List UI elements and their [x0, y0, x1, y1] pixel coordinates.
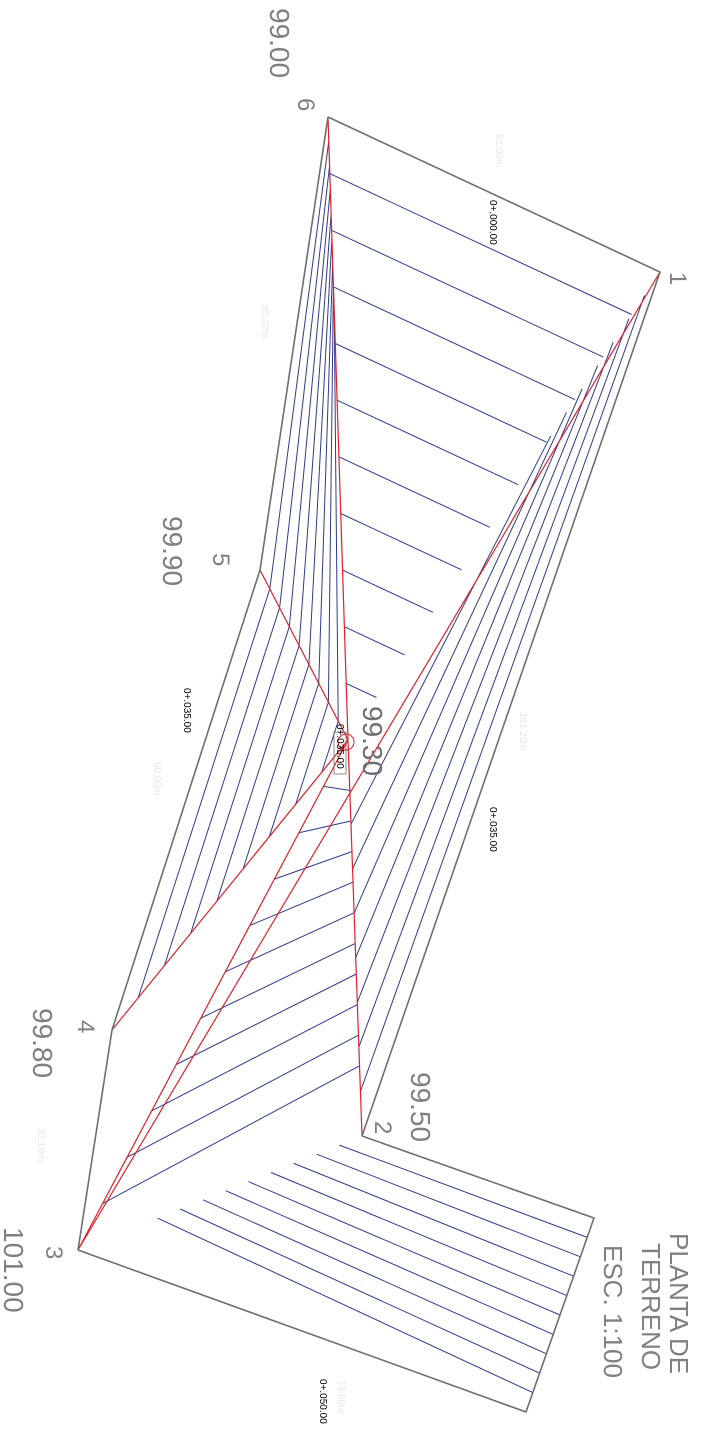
- contour-line: [353, 388, 583, 914]
- contour-line: [336, 399, 519, 486]
- contour-line: [293, 1162, 574, 1277]
- contour-line: [316, 1153, 581, 1258]
- contour-line: [339, 1144, 588, 1238]
- vertex-3-label: 3: [40, 1246, 67, 1259]
- divide-line: [259, 569, 349, 741]
- contour-line: [335, 343, 547, 443]
- contour-line: [345, 682, 377, 698]
- title-line-1: PLANTA DE: [664, 1233, 694, 1374]
- boundary-line: [77, 116, 329, 1251]
- drainage-lines: [77, 116, 661, 1251]
- contour-line: [333, 286, 576, 401]
- contour-line: [249, 881, 354, 926]
- chainage-3: 0+.050.00: [317, 1379, 328, 1424]
- contour-line: [358, 318, 630, 1048]
- contour-line: [151, 1004, 358, 1112]
- contour-line: [274, 851, 353, 880]
- distance-3: 101.20m: [517, 712, 528, 751]
- vertex-4-label: 4: [72, 1020, 99, 1033]
- contour-line: [331, 229, 604, 358]
- distance-2: 85.57m: [259, 305, 270, 338]
- title-line-2: TERRENO: [636, 1243, 666, 1370]
- parcel-boundary: [77, 116, 661, 1414]
- contour-line: [179, 1208, 540, 1374]
- divide-line: [77, 739, 349, 1251]
- distance-6: 73.00m: [335, 1380, 346, 1413]
- contour-line: [356, 342, 614, 1003]
- contour-line: [352, 412, 567, 869]
- contour-line: [175, 973, 357, 1065]
- contour-line: [242, 238, 333, 870]
- scale-label: ESC. 1:100: [598, 1245, 628, 1378]
- contour-line: [225, 912, 355, 973]
- elevation-4: 99.80: [27, 1008, 58, 1078]
- contour-line: [323, 785, 350, 791]
- contour-line: [248, 1181, 561, 1316]
- contour-line: [126, 1034, 359, 1158]
- elevation-5: 99.90: [157, 516, 188, 586]
- divide-line: [347, 739, 363, 1137]
- distance-1: 52.00m: [493, 134, 504, 167]
- contour-line: [102, 1065, 360, 1205]
- vertex-2-label: 2: [369, 1121, 396, 1134]
- center-box: [333, 731, 347, 775]
- elevation-6: 99.00: [264, 8, 295, 78]
- contour-line: [157, 1217, 534, 1394]
- contour-line: [355, 365, 599, 958]
- boundary-line: [327, 116, 661, 1137]
- distance-4: 60.00m: [151, 762, 162, 795]
- vertex-5-label: 5: [207, 553, 234, 566]
- contour-line: [340, 513, 462, 571]
- vertex-6-label: 6: [292, 98, 319, 111]
- chainage-center: 0+.035.00: [334, 724, 345, 769]
- boundary-line: [77, 1135, 596, 1414]
- contour-line: [298, 820, 352, 834]
- contour-line: [338, 456, 491, 528]
- chainage-0: 0+.000.00: [487, 200, 498, 245]
- chainage-1: 0+.035.00: [181, 688, 192, 733]
- contour-line: [200, 942, 356, 1019]
- contour-line: [342, 569, 434, 613]
- contour-line: [295, 286, 334, 805]
- elevation-center: 99.30: [357, 706, 388, 776]
- divide-line: [327, 116, 349, 741]
- contour-line: [359, 295, 645, 1092]
- elevation-3: 101.00: [0, 1227, 29, 1313]
- vertex-1-label: 1: [664, 272, 691, 285]
- divide-line: [111, 739, 349, 1031]
- contour-line: [270, 1172, 567, 1297]
- contour-line: [202, 1199, 547, 1355]
- distance-5: 32.10m: [35, 1128, 46, 1161]
- contour-line: [225, 1190, 554, 1335]
- chainage-2: 0+.035.00: [487, 807, 498, 852]
- contour-line: [329, 173, 632, 315]
- contour-line: [344, 626, 405, 656]
- divide-line: [77, 271, 661, 1251]
- contour-line: [350, 435, 552, 825]
- elevation-2: 99.50: [405, 1072, 436, 1142]
